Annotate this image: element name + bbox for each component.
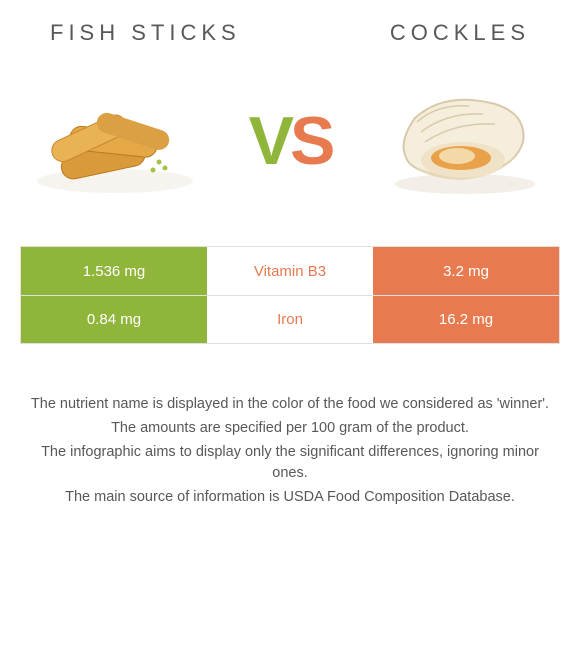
left-value: 0.84 mg xyxy=(21,296,207,343)
vs-s: S xyxy=(290,102,331,180)
vs-label: VS xyxy=(249,102,332,180)
footnotes: The nutrient name is displayed in the co… xyxy=(20,394,560,509)
right-title: COCKLES xyxy=(390,20,530,46)
table-row: 0.84 mg Iron 16.2 mg xyxy=(21,295,559,343)
nutrient-name: Iron xyxy=(207,296,373,343)
footnote-line: The main source of information is USDA F… xyxy=(30,487,550,509)
fish-sticks-image xyxy=(30,76,200,206)
left-title: FISH STICKS xyxy=(50,20,241,46)
nutrient-table: 1.536 mg Vitamin B3 3.2 mg 0.84 mg Iron … xyxy=(20,246,560,344)
table-row: 1.536 mg Vitamin B3 3.2 mg xyxy=(21,247,559,295)
nutrient-name: Vitamin B3 xyxy=(207,247,373,295)
right-value: 3.2 mg xyxy=(373,247,559,295)
left-value: 1.536 mg xyxy=(21,247,207,295)
right-value: 16.2 mg xyxy=(373,296,559,343)
titles-row: FISH STICKS COCKLES xyxy=(20,20,560,46)
footnote-line: The amounts are specified per 100 gram o… xyxy=(30,418,550,440)
hero-row: VS xyxy=(20,76,560,206)
footnote-line: The nutrient name is displayed in the co… xyxy=(30,394,550,416)
vs-v: V xyxy=(249,102,290,180)
footnote-line: The infographic aims to display only the… xyxy=(30,442,550,486)
cockles-image xyxy=(380,76,550,206)
